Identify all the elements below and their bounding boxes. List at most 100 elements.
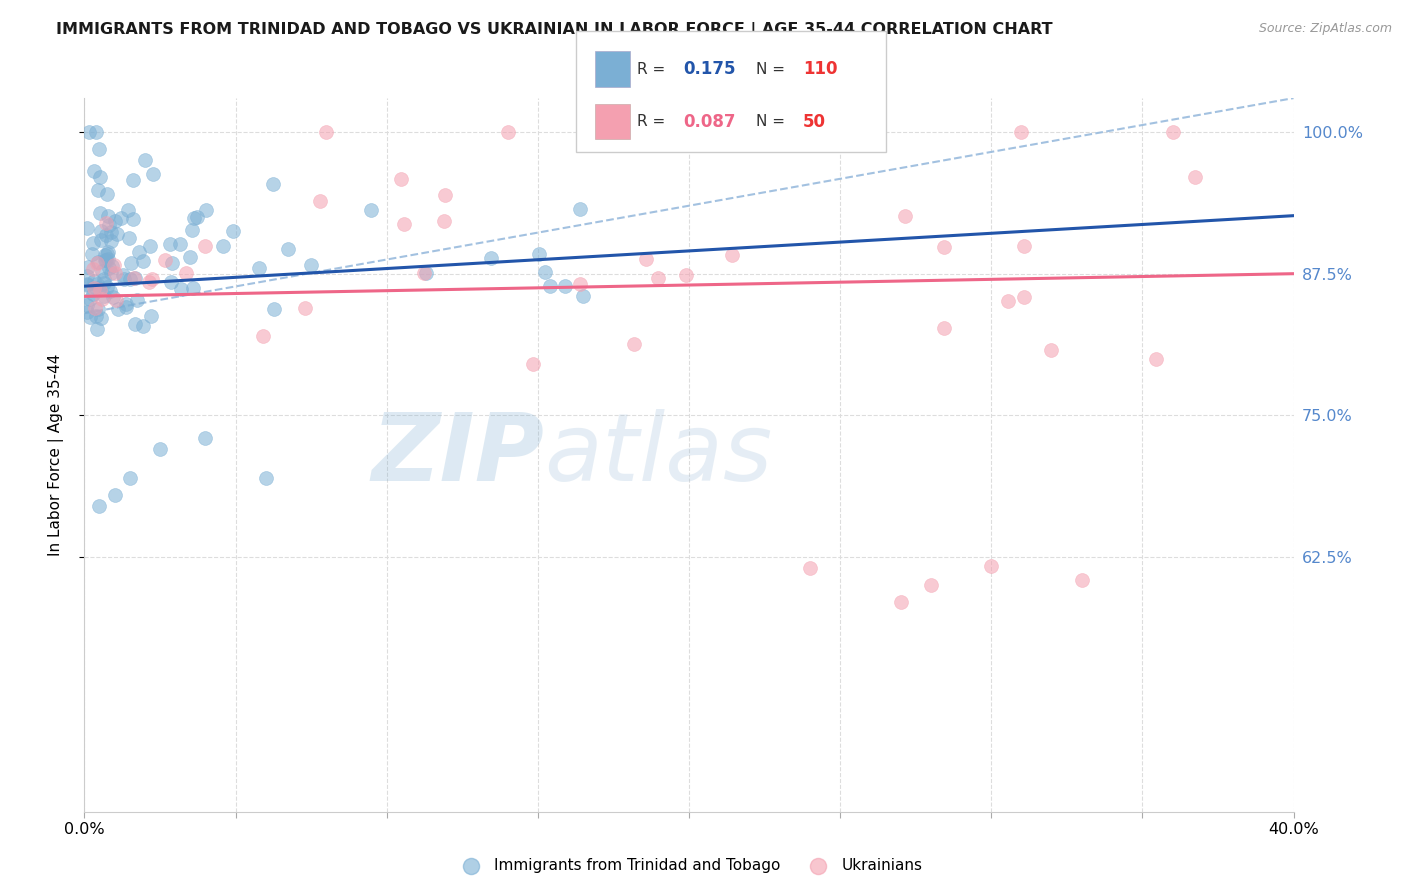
Point — [194, 431, 217, 445]
Text: 110: 110 — [803, 60, 838, 78]
Point — [79, 125, 101, 139]
Point — [105, 293, 128, 308]
Point — [294, 301, 316, 315]
Point — [76, 260, 98, 275]
Point — [127, 293, 149, 307]
Point — [132, 318, 155, 333]
Point — [100, 234, 122, 248]
Point — [533, 265, 555, 279]
Point — [128, 244, 150, 259]
Point — [87, 281, 110, 295]
Point — [434, 187, 457, 202]
Point — [96, 186, 118, 201]
Point — [169, 237, 191, 252]
Point — [82, 262, 104, 277]
Point — [277, 243, 299, 257]
Text: R =: R = — [637, 62, 671, 77]
Point — [89, 499, 111, 513]
Point — [82, 286, 104, 301]
Point — [96, 252, 118, 267]
Point — [721, 248, 744, 262]
Point — [89, 142, 111, 156]
Point — [415, 266, 437, 280]
Y-axis label: In Labor Force | Age 35-44: In Labor Force | Age 35-44 — [48, 354, 63, 556]
Point — [568, 202, 591, 217]
Point — [194, 239, 217, 253]
Point — [308, 194, 330, 208]
Point — [124, 318, 146, 332]
Point — [1040, 343, 1063, 357]
Point — [623, 337, 645, 351]
Point — [252, 329, 274, 343]
Point — [97, 245, 120, 260]
Point — [96, 247, 118, 261]
Text: N =: N = — [756, 62, 790, 77]
Text: 0.087: 0.087 — [683, 112, 735, 130]
Text: IMMIGRANTS FROM TRINIDAD AND TOBAGO VS UKRAINIAN IN LABOR FORCE | AGE 35-44 CORR: IMMIGRANTS FROM TRINIDAD AND TOBAGO VS U… — [56, 22, 1053, 38]
Point — [890, 595, 912, 609]
Point — [86, 322, 108, 336]
Point — [97, 218, 120, 232]
Point — [84, 301, 107, 315]
Point — [174, 266, 197, 280]
Point — [122, 211, 145, 226]
Point — [132, 254, 155, 268]
Point — [104, 214, 127, 228]
Point — [100, 225, 122, 239]
Point — [96, 252, 118, 267]
Point — [87, 183, 110, 197]
Point — [211, 239, 233, 253]
Point — [103, 258, 125, 272]
Point — [76, 298, 98, 312]
Point — [120, 271, 142, 285]
Text: 0.175: 0.175 — [683, 60, 735, 78]
Point — [647, 270, 669, 285]
Point — [122, 173, 145, 187]
Point — [110, 211, 132, 226]
Point — [84, 309, 107, 323]
Point — [997, 293, 1019, 308]
Point — [79, 292, 101, 306]
Point — [84, 281, 107, 295]
Point — [103, 266, 125, 280]
Point — [1161, 125, 1184, 139]
Point — [76, 277, 98, 291]
Text: atlas: atlas — [544, 409, 772, 500]
Point — [83, 164, 105, 178]
Point — [675, 268, 697, 283]
Point — [105, 227, 128, 242]
Legend: Immigrants from Trinidad and Tobago, Ukrainians: Immigrants from Trinidad and Tobago, Ukr… — [450, 852, 928, 879]
Point — [76, 304, 98, 318]
Point — [93, 289, 115, 303]
Point — [634, 252, 657, 266]
Point — [194, 203, 217, 218]
Text: Source: ZipAtlas.com: Source: ZipAtlas.com — [1258, 22, 1392, 36]
Point — [118, 470, 141, 484]
Point — [83, 275, 105, 289]
Point — [87, 302, 110, 317]
Point — [112, 268, 135, 282]
Point — [247, 261, 270, 276]
Point — [181, 223, 204, 237]
Point — [186, 211, 208, 225]
Point — [97, 209, 120, 223]
Text: ZIP: ZIP — [371, 409, 544, 501]
Point — [1011, 125, 1033, 139]
Point — [572, 289, 595, 303]
Point — [932, 320, 955, 334]
Point — [527, 247, 550, 261]
Point — [568, 277, 591, 291]
Point — [90, 292, 112, 306]
Point — [89, 169, 111, 184]
Text: 50: 50 — [803, 112, 825, 130]
Point — [86, 277, 108, 291]
Point — [149, 442, 172, 457]
Point — [120, 256, 142, 270]
Point — [159, 237, 181, 252]
Text: R =: R = — [637, 114, 671, 129]
Point — [115, 300, 138, 314]
Point — [934, 240, 956, 254]
Point — [76, 221, 98, 235]
Point — [134, 153, 156, 168]
Point — [142, 167, 165, 181]
